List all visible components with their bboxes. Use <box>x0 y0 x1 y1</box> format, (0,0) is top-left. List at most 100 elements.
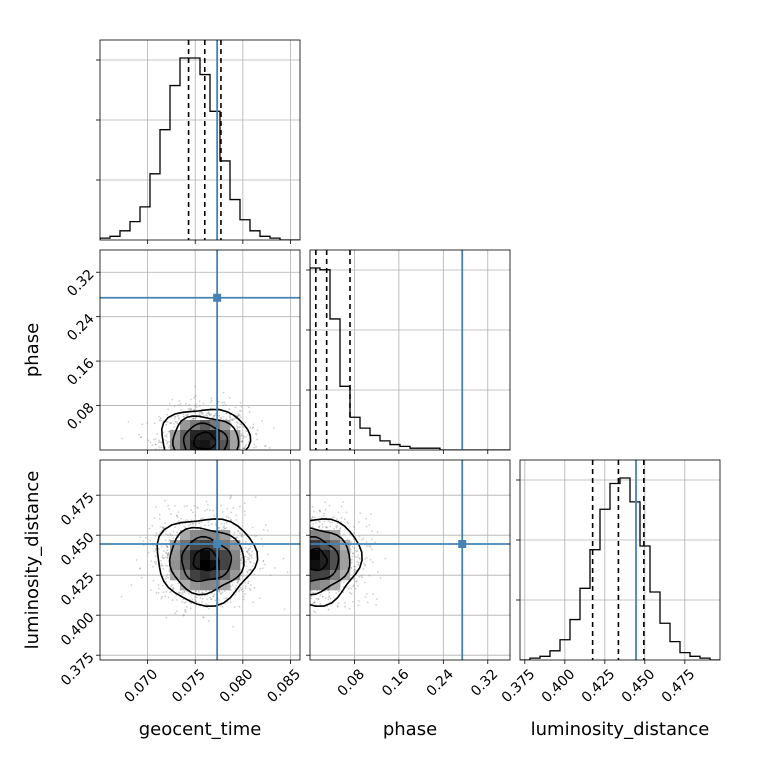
sample-point <box>255 534 258 537</box>
sample-point <box>228 396 231 399</box>
sample-point <box>292 593 294 595</box>
sample-point <box>365 517 367 520</box>
sample-point <box>214 599 217 602</box>
sample-point <box>156 454 158 456</box>
sample-point <box>158 419 161 422</box>
sample-point <box>358 535 361 538</box>
sample-point <box>177 582 180 585</box>
sample-point <box>202 480 204 482</box>
sample-point <box>180 461 182 463</box>
sample-point <box>351 555 354 558</box>
sample-point <box>242 434 245 437</box>
panels-layer <box>96 39 721 664</box>
sample-point <box>200 411 203 414</box>
sample-point <box>181 497 183 499</box>
sample-point <box>224 468 226 470</box>
sample-point <box>166 546 169 548</box>
density-cell <box>200 540 211 551</box>
sample-point <box>287 539 289 541</box>
sample-point <box>171 453 173 455</box>
sample-point <box>229 414 232 416</box>
sample-point <box>198 405 201 407</box>
contour-line <box>310 527 351 596</box>
sample-point <box>308 529 310 531</box>
density-cell <box>320 540 331 551</box>
sample-point <box>224 403 227 406</box>
sample-point <box>254 456 256 458</box>
sample-point <box>224 475 226 477</box>
sample-point <box>302 522 304 524</box>
sample-point <box>288 507 290 509</box>
sample-point <box>154 555 157 558</box>
sample-point <box>198 465 200 467</box>
sample-point <box>127 420 130 423</box>
sample-point <box>366 593 368 595</box>
sample-point <box>224 597 226 600</box>
sample-point <box>229 497 231 500</box>
sample-point <box>178 591 180 594</box>
sample-point <box>311 515 314 518</box>
histogram-step <box>520 477 720 660</box>
sample-point <box>313 601 316 604</box>
sample-point <box>292 589 294 591</box>
sample-point <box>281 562 283 564</box>
sample-point <box>226 507 229 510</box>
sample-point <box>160 597 163 600</box>
sample-point <box>229 466 231 468</box>
sample-point <box>182 598 185 601</box>
contour-line <box>160 408 252 450</box>
truth-marker <box>458 540 467 548</box>
sample-point <box>191 507 193 509</box>
sample-point <box>152 579 155 582</box>
density-cell <box>330 540 341 551</box>
sample-point <box>236 471 238 473</box>
sample-point <box>167 552 170 555</box>
sample-point <box>231 418 233 421</box>
sample-point <box>179 461 181 463</box>
sample-point <box>190 519 193 522</box>
sample-point <box>236 453 238 455</box>
sample-point <box>304 530 306 532</box>
sample-point <box>287 536 289 538</box>
sample-point <box>172 587 174 589</box>
sample-point <box>229 601 232 604</box>
sample-point <box>185 464 187 466</box>
sample-point <box>343 581 345 584</box>
sample-point <box>279 566 281 568</box>
sample-point <box>275 547 277 549</box>
sample-point <box>236 415 239 418</box>
sample-point <box>238 453 240 455</box>
sample-point <box>281 570 283 572</box>
sample-point <box>223 469 225 471</box>
sample-point <box>173 467 175 469</box>
sample-point <box>340 505 343 508</box>
sample-point <box>236 581 239 584</box>
sample-point <box>282 585 284 587</box>
sample-point <box>183 601 186 604</box>
sample-point <box>165 590 168 593</box>
sample-point <box>284 513 286 515</box>
sample-point <box>207 465 209 467</box>
sample-point <box>318 526 320 528</box>
sample-point <box>315 603 317 606</box>
density-cell <box>310 530 321 541</box>
sample-point <box>346 520 349 523</box>
sample-point <box>222 462 224 464</box>
sample-point <box>291 529 293 531</box>
sample-point <box>195 600 197 602</box>
sample-point <box>202 402 205 405</box>
density-cell <box>310 570 321 581</box>
sample-point <box>275 575 277 577</box>
sample-point <box>157 441 160 444</box>
density-cell <box>210 530 221 541</box>
sample-point <box>324 501 327 504</box>
sample-point <box>189 607 192 610</box>
sample-point <box>222 391 225 394</box>
sample-point <box>310 517 313 520</box>
sample-point <box>343 518 346 521</box>
sample-point <box>161 556 164 558</box>
y-tick-label: 0.08 <box>64 400 97 433</box>
sample-point <box>329 597 332 600</box>
sample-point <box>202 616 205 619</box>
sample-point <box>192 417 195 420</box>
